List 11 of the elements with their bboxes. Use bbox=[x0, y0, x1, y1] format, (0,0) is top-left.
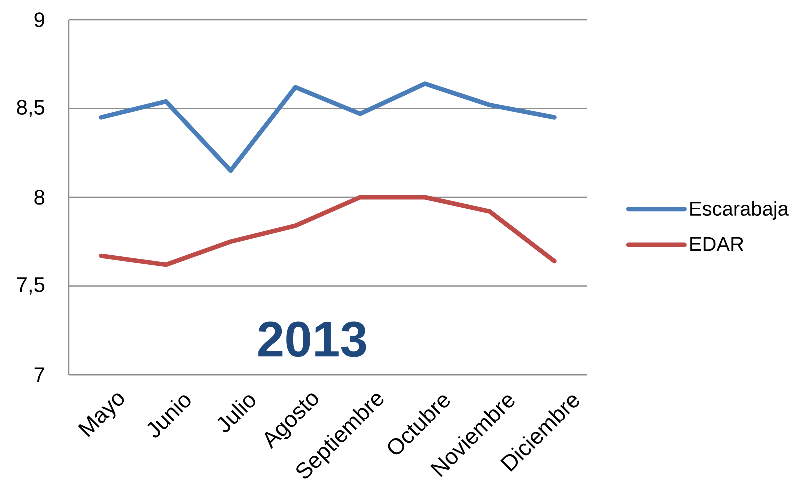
y-tick-label: 9 bbox=[34, 12, 44, 28]
annotation: 2013 bbox=[258, 322, 366, 358]
y-tick-label: 8,5 bbox=[17, 100, 45, 118]
legend-label: EDAR bbox=[690, 237, 744, 252]
legend-label: Escarabaja bbox=[690, 201, 789, 220]
y-tick-label: 7,5 bbox=[17, 278, 45, 295]
x-tick-label: Julio bbox=[218, 396, 256, 432]
line-series bbox=[99, 82, 557, 174]
y-tick-label: 8 bbox=[34, 190, 45, 205]
line-series bbox=[99, 195, 557, 268]
y-tick-label: 7 bbox=[34, 368, 44, 382]
